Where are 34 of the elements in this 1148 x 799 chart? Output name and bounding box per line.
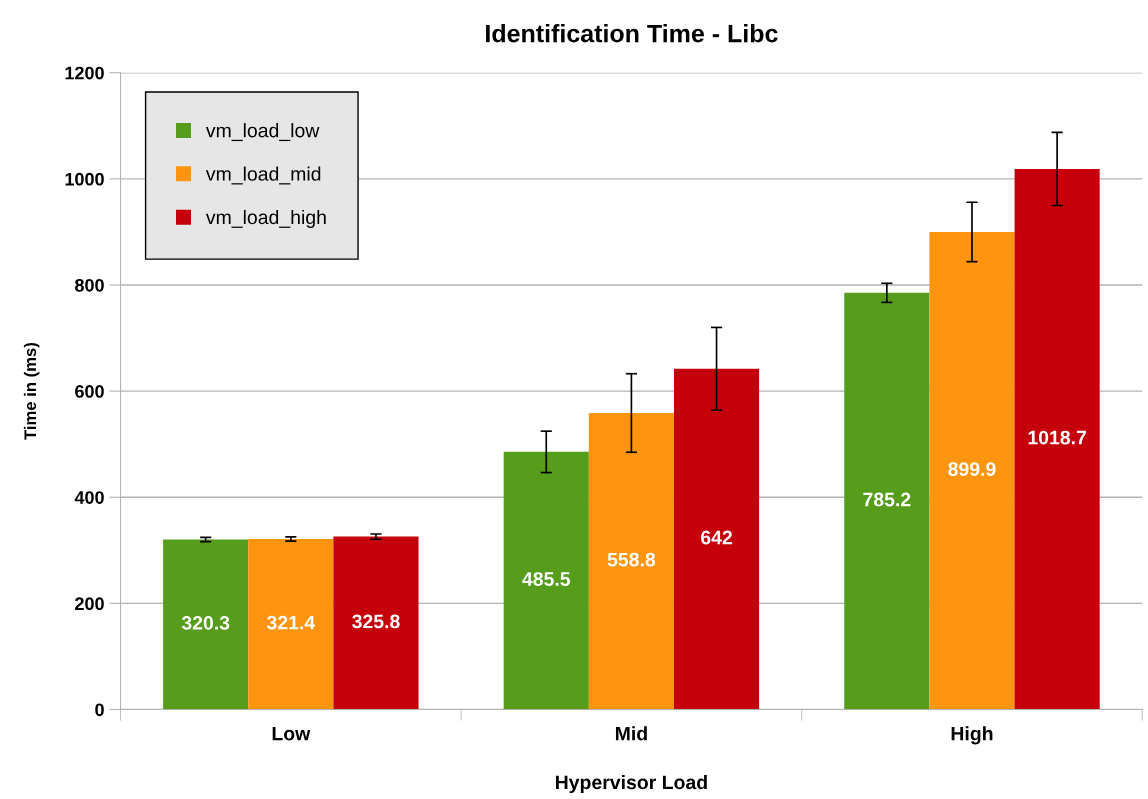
data-label: 1018.7 bbox=[1028, 430, 1086, 445]
data-label: 899.9 bbox=[948, 462, 996, 476]
bar bbox=[844, 292, 930, 710]
y-tick-label: 600 bbox=[75, 385, 104, 398]
y-tick-label: 400 bbox=[74, 491, 104, 504]
bar bbox=[333, 536, 419, 710]
bar bbox=[588, 412, 674, 710]
y-tick-label: 1200 bbox=[65, 66, 104, 80]
bar bbox=[929, 231, 1015, 710]
bar bbox=[1014, 168, 1100, 710]
x-tick-label: Mid bbox=[615, 726, 647, 741]
y-tick-label: 200 bbox=[75, 597, 104, 611]
legend-label: vm_load_high bbox=[205, 209, 326, 229]
data-label: 325.8 bbox=[352, 614, 400, 629]
y-tick-label: 1000 bbox=[65, 172, 104, 186]
bar bbox=[673, 368, 760, 710]
data-label: 785.2 bbox=[863, 492, 911, 507]
bar bbox=[163, 539, 249, 710]
chart-title: Identification Time - Libc bbox=[486, 24, 778, 43]
legend-label: vm_load_mid bbox=[205, 166, 321, 185]
x-axis-title: Hypervisor Load bbox=[555, 774, 707, 794]
data-label: 642 bbox=[701, 530, 732, 545]
y-axis-title: Time in (ms) bbox=[23, 343, 40, 440]
data-label: 320.3 bbox=[181, 615, 230, 630]
y-tick-label: 0 bbox=[95, 703, 104, 717]
bar bbox=[248, 538, 334, 710]
x-tick-label: Low bbox=[272, 726, 311, 741]
x-tick-label: High bbox=[951, 726, 993, 745]
bar bbox=[503, 451, 589, 710]
data-label: 558.8 bbox=[607, 552, 656, 567]
legend-label: vm_load_low bbox=[205, 123, 320, 142]
data-label: 321.4 bbox=[266, 615, 316, 630]
y-tick-label: 800 bbox=[75, 278, 104, 292]
data-label: 485.5 bbox=[522, 572, 571, 586]
